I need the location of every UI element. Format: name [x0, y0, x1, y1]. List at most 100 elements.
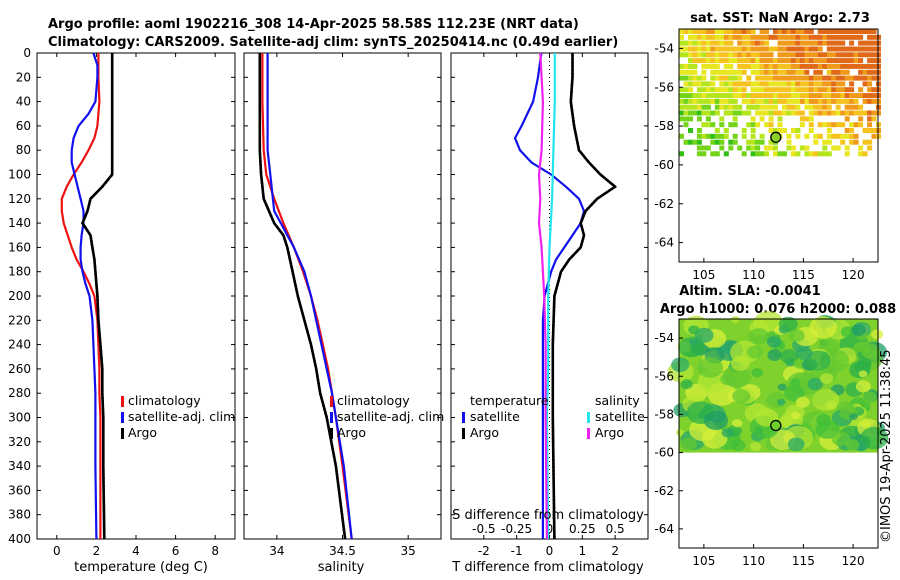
- argo-point: [101, 407, 105, 411]
- sst-cell: [723, 40, 729, 46]
- sst-cell: [790, 104, 796, 110]
- argo-point: [263, 199, 267, 203]
- sst-cell: [799, 29, 805, 34]
- argo-point: [338, 491, 341, 495]
- argo-point: [326, 422, 330, 425]
- sst-cell: [813, 151, 819, 157]
- sla-blob: [790, 378, 801, 387]
- argo-point: [577, 145, 580, 148]
- sst-cell: [732, 122, 738, 128]
- sst-cell: [732, 93, 738, 99]
- sst-cell: [692, 58, 698, 64]
- sst-cell: [790, 34, 796, 40]
- argo-point: [603, 192, 606, 196]
- sst-cell: [871, 63, 877, 69]
- sst-cell: [741, 29, 747, 34]
- argo-point: [91, 247, 94, 250]
- argo-point: [258, 54, 262, 57]
- sst-cell: [822, 93, 828, 99]
- argo-point: [81, 221, 84, 225]
- argo-position-marker: [770, 131, 782, 143]
- argo-point: [333, 458, 337, 462]
- sst-cell: [696, 116, 702, 122]
- sst-cell: [822, 52, 828, 58]
- sst-cell: [835, 34, 841, 40]
- sst-cell: [737, 75, 743, 81]
- sst-cell: [714, 29, 720, 34]
- argo-point: [93, 265, 97, 269]
- argo-point: [99, 353, 103, 356]
- sst-cell: [692, 52, 698, 58]
- sst-cell: [849, 29, 855, 34]
- sst-cell: [750, 46, 756, 52]
- sst-cell: [808, 75, 814, 81]
- argo-point: [258, 76, 262, 79]
- argo-point: [302, 316, 306, 320]
- sst-cell: [813, 98, 819, 104]
- argo-point: [291, 269, 294, 272]
- sst-cell: [732, 116, 738, 122]
- argo-point: [287, 251, 290, 254]
- sst-cell: [746, 34, 752, 40]
- legend-swatch-argo: [330, 428, 333, 439]
- sst-cell: [723, 34, 729, 40]
- argo-point: [308, 338, 312, 342]
- sst-cell: [679, 52, 684, 58]
- sst-cell: [741, 133, 747, 139]
- sst-cell: [759, 139, 765, 145]
- sst-cell: [853, 34, 859, 40]
- argo-point: [571, 54, 574, 57]
- sst-cell: [790, 145, 796, 151]
- sst-cell: [835, 133, 841, 139]
- sst-cell: [826, 104, 832, 110]
- argo-point: [554, 291, 557, 294]
- sst-cell: [808, 63, 814, 69]
- argo-point: [101, 378, 104, 382]
- sst-cell: [764, 34, 770, 40]
- argo-point: [258, 152, 262, 156]
- sst-cell: [728, 58, 734, 64]
- sst-cell: [777, 98, 783, 104]
- sst-cell: [701, 151, 707, 157]
- sst-cell: [808, 40, 814, 46]
- sla-blob: [680, 379, 693, 390]
- sla-blob: [730, 316, 740, 324]
- sst-cell: [840, 63, 846, 69]
- argo-point: [95, 283, 98, 287]
- sst-cell: [688, 29, 693, 34]
- sst-cell: [719, 145, 725, 151]
- sst-cell: [701, 34, 707, 40]
- argo-point: [110, 163, 114, 167]
- legend-swatch-s-satellite: [587, 412, 590, 423]
- sst-cell: [696, 46, 702, 52]
- sst-cell: [728, 104, 734, 110]
- sla-blob: [819, 373, 834, 384]
- sla-blob: [680, 437, 697, 451]
- sst-cell: [835, 110, 841, 116]
- sst-cell: [723, 69, 729, 75]
- argo-point: [258, 112, 262, 116]
- salinity-panel: 34 34.5 35: [243, 52, 442, 558]
- sst-cell: [795, 46, 801, 52]
- sla-blob: [676, 429, 685, 437]
- x-tick-label: 105: [692, 554, 715, 568]
- argo-point: [258, 94, 262, 97]
- sla-blob: [730, 439, 746, 452]
- argo-point: [101, 385, 104, 389]
- sst-cell: [710, 110, 716, 116]
- argo-point: [570, 86, 573, 90]
- sst-cell: [741, 46, 747, 52]
- sst-cell: [867, 98, 873, 104]
- sst-cell: [746, 46, 752, 52]
- sla-blob: [855, 380, 872, 393]
- argo-point: [110, 76, 114, 79]
- argo-point: [102, 473, 105, 476]
- sst-cell: [804, 75, 810, 81]
- argo-point: [110, 105, 114, 108]
- sst-cell: [755, 104, 761, 110]
- argo-point: [315, 371, 319, 374]
- sst-cell: [786, 81, 792, 87]
- y-tick-label: -58: [654, 119, 674, 133]
- sst-cell: [701, 75, 707, 81]
- sst-cell: [696, 87, 702, 93]
